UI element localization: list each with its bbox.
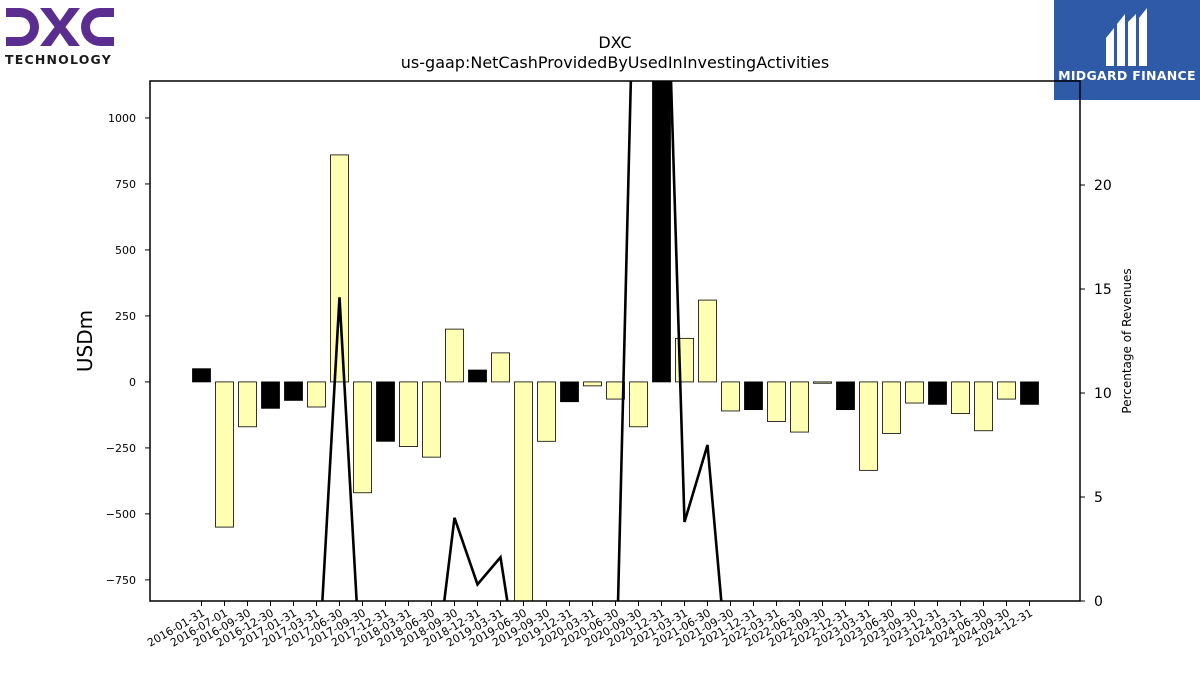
dxc-logo: TECHNOLOGY: [4, 4, 116, 67]
bar-2020-12-31: [652, 81, 671, 383]
bar-2022-12-31: [836, 381, 855, 411]
bar-2021-12-31: [744, 381, 763, 411]
bar-2019-03-31: [491, 352, 510, 383]
bar-2023-12-31: [928, 381, 947, 405]
left-axis-ticks: −750 −500 −250 0 250 500 750 1000: [106, 112, 150, 587]
line-layer: [321, 81, 723, 601]
x-axis-ticks: 2016-01-312016-07-012016-09-302016-12-30…: [145, 601, 1035, 650]
bar-2017-06-30: [330, 154, 349, 383]
bar-2016-12-30: [261, 381, 280, 409]
y-tick-label: 750: [115, 178, 136, 191]
bar-2018-12-31: [468, 369, 487, 383]
y-tick-label: 0: [129, 376, 136, 389]
bar-2024-09-30: [997, 381, 1016, 400]
percentage-line: [321, 81, 723, 601]
y-tick-label: 1000: [108, 112, 136, 125]
bar-2021-06-30: [698, 299, 717, 383]
y-tick-label: −500: [106, 508, 136, 521]
bars: [192, 81, 1039, 601]
bar-2023-03-31: [859, 381, 878, 471]
dxc-logo-text: TECHNOLOGY: [5, 52, 112, 67]
y-tick-label: −750: [106, 574, 136, 587]
chart-subtitle: us-gaap:NetCashProvidedByUsedInInvesting…: [401, 53, 829, 72]
bar-2016-07-01: [215, 381, 234, 528]
bar-2017-01-31: [284, 381, 303, 401]
y-tick-label: 250: [115, 310, 136, 323]
bar-2023-09-30: [905, 381, 924, 404]
bar-2019-06-30: [514, 381, 533, 601]
y-axis-label: USDm: [73, 310, 97, 372]
midgard-logo-mark: [1106, 8, 1147, 66]
plot-frame: [149, 80, 1081, 602]
bar-2019-09-30: [537, 381, 556, 442]
bar-2019-12-31: [560, 381, 579, 403]
bar-2016-09-30: [238, 381, 257, 428]
y-tick-label: 500: [115, 244, 136, 257]
y2-tick-label: 15: [1094, 282, 1112, 298]
bar-2024-06-30: [974, 381, 993, 432]
bar-2018-06-30: [422, 381, 441, 458]
y2-tick-label: 10: [1094, 386, 1112, 402]
bar-2023-06-30: [882, 381, 901, 434]
bar-2018-03-31: [399, 381, 418, 447]
bar-2021-09-30: [721, 381, 740, 412]
bar-2017-09-30: [353, 381, 372, 494]
bar-2022-09-30: [813, 381, 832, 384]
dxc-logo-mark: [6, 8, 114, 46]
y2-axis-label: Percentage of Revenues: [1120, 268, 1134, 413]
bar-2016-01-31: [192, 368, 211, 383]
bar-2022-06-30: [790, 381, 809, 433]
midgard-logo-text: MIDGARD FINANCE: [1058, 68, 1196, 83]
y2-tick-label: 0: [1094, 594, 1103, 610]
bar-2020-09-30: [629, 381, 648, 428]
y2-tick-label: 20: [1094, 178, 1112, 194]
bar-2017-03-31: [307, 381, 326, 408]
bar-2017-12-31: [376, 381, 395, 442]
bar-2024-03-31: [951, 381, 970, 414]
midgard-finance-logo: MIDGARD FINANCE: [1054, 0, 1200, 100]
y2-tick-label: 5: [1094, 490, 1103, 506]
right-axis-ticks: 0 5 10 15 20: [1080, 178, 1112, 610]
chart-title: DXC: [598, 33, 631, 52]
y-tick-label: −250: [106, 442, 136, 455]
bar-2022-03-31: [767, 381, 786, 422]
bar-2024-12-31: [1020, 381, 1039, 405]
bar-2020-03-31: [583, 381, 602, 387]
bar-2018-09-30: [445, 328, 464, 383]
